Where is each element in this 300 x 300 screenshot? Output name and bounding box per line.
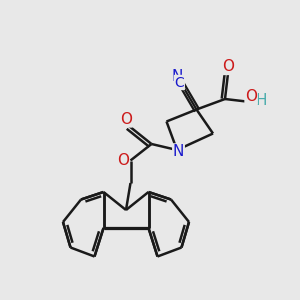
Text: O: O [117, 153, 129, 168]
Text: O: O [245, 89, 257, 104]
Text: N: N [173, 144, 184, 159]
Text: H: H [255, 93, 267, 108]
Text: O: O [120, 112, 132, 127]
Text: C: C [175, 76, 184, 89]
Text: O: O [222, 59, 234, 74]
Text: N: N [171, 69, 183, 84]
